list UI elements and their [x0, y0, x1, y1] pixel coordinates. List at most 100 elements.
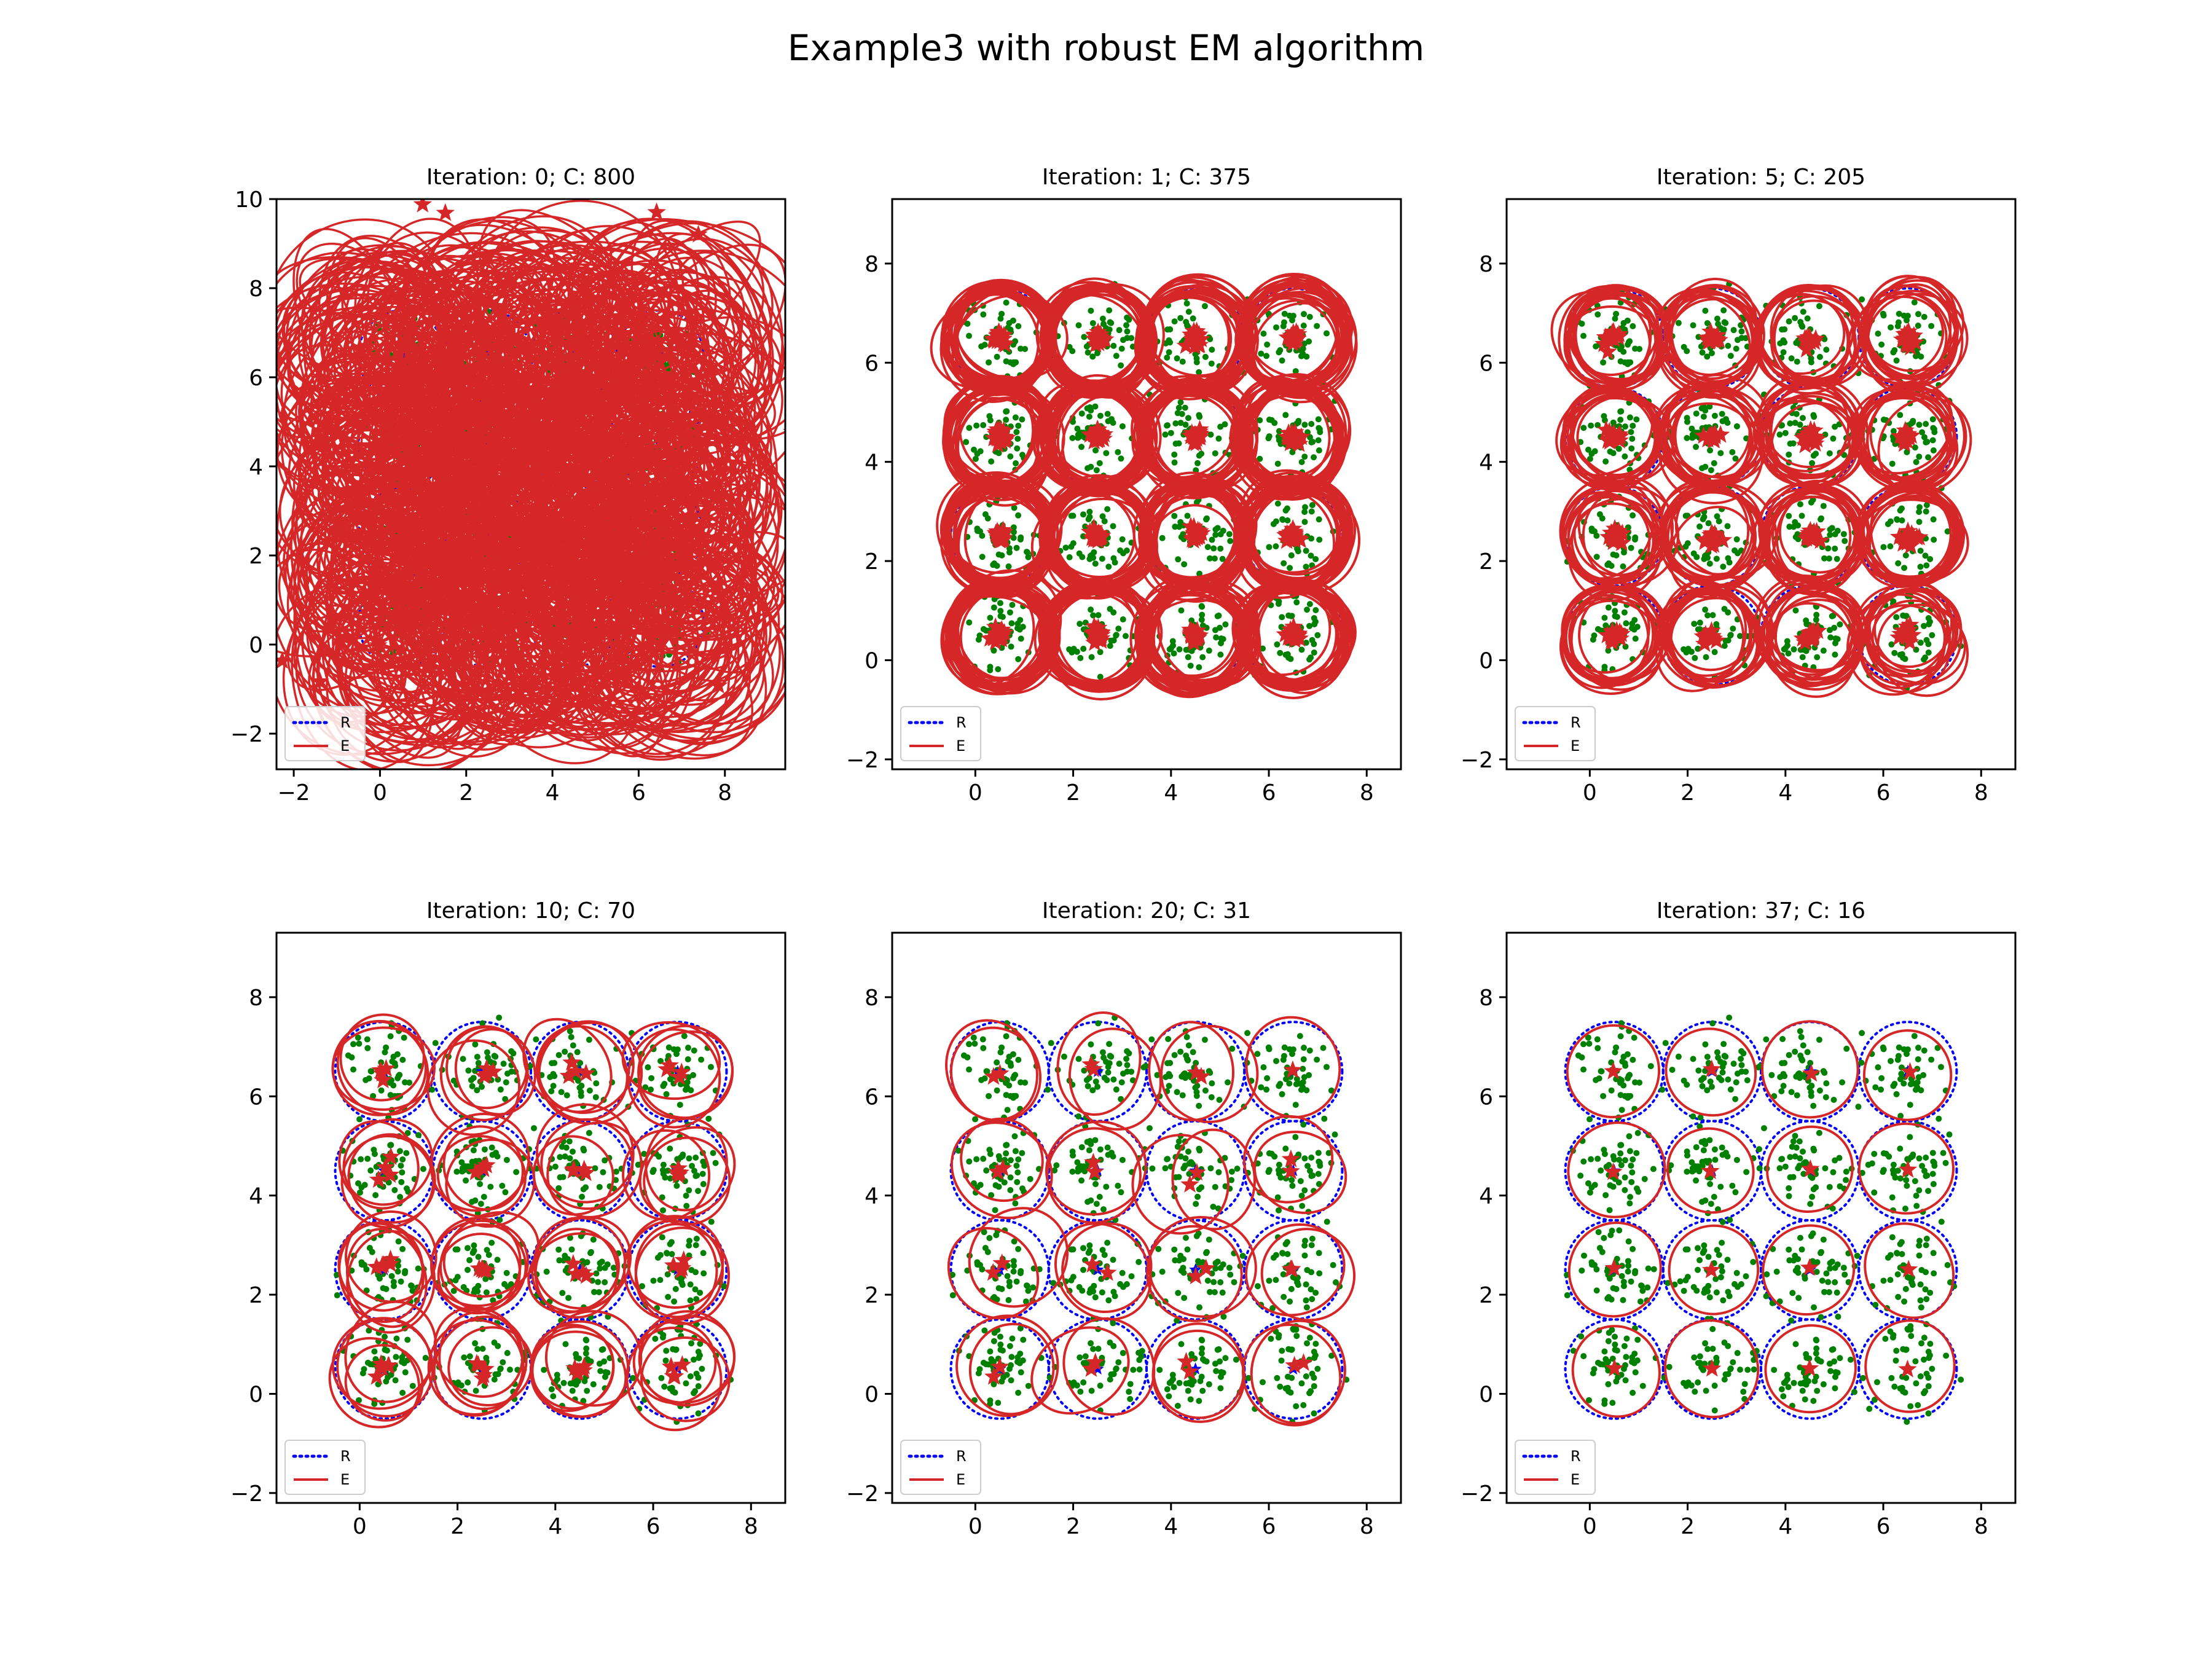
data-point: [1711, 460, 1717, 466]
x-tick-label: 4: [1164, 780, 1178, 806]
data-point: [1286, 312, 1293, 319]
estimate-center: [1088, 420, 1107, 438]
data-point: [1281, 310, 1288, 317]
data-point: [1099, 513, 1106, 520]
estimate-ellipse: [1670, 390, 1762, 486]
data-point: [1923, 562, 1930, 569]
data-point: [1193, 499, 1200, 506]
data-point: [593, 1270, 600, 1277]
estimate-ellipse: [1770, 401, 1860, 489]
data-point: [580, 1398, 587, 1405]
data-point: [1834, 636, 1841, 643]
estimate-ellipse: [1656, 296, 1759, 398]
data-point: [1625, 339, 1632, 345]
data-point: [550, 1393, 557, 1400]
data-point: [1720, 326, 1727, 333]
y-tick-label: 8: [1479, 252, 1493, 277]
estimate-center: [1889, 627, 1908, 646]
data-point: [1277, 347, 1284, 354]
data-point: [1217, 531, 1224, 538]
data-point: [1201, 303, 1208, 310]
data-point: [1212, 450, 1218, 457]
estimate-ellipse: [943, 396, 1053, 501]
data-point: [1088, 606, 1094, 613]
data-point: [1800, 308, 1806, 315]
data-point: [966, 619, 973, 626]
subplot-title: Iteration: 10; C: 70: [426, 898, 635, 924]
data-point: [485, 1252, 492, 1258]
estimate-ellipse: [1762, 491, 1852, 582]
data-point: [1891, 347, 1898, 354]
estimate-center: [579, 388, 598, 407]
data-point: [1172, 524, 1179, 530]
estimate-center: [332, 376, 352, 394]
data-point: [595, 1289, 602, 1296]
estimate-center: [350, 339, 369, 357]
data-point: [1631, 626, 1637, 633]
data-point: [1124, 328, 1131, 335]
data-point: [977, 528, 984, 535]
estimate-ellipse: [1778, 490, 1861, 574]
estimate-center: [1600, 422, 1619, 440]
data-point: [1711, 412, 1718, 419]
estimate-center: [1794, 428, 1813, 446]
data-point: [981, 342, 988, 348]
data-point: [1724, 523, 1731, 530]
data-point: [382, 1346, 388, 1353]
data-point: [1086, 514, 1093, 520]
data-point: [692, 1388, 699, 1395]
data-point: [1209, 347, 1215, 353]
data-point: [1621, 609, 1628, 616]
data-point: [1827, 634, 1834, 641]
data-point: [1259, 645, 1266, 652]
estimate-center: [641, 554, 661, 573]
data-point: [1185, 308, 1192, 315]
data-point: [1258, 350, 1265, 357]
data-point: [987, 664, 994, 670]
data-point: [1878, 341, 1885, 348]
data-point: [1013, 460, 1019, 466]
estimate-center: [364, 559, 383, 578]
subplot-title: Iteration: 5; C: 205: [1657, 165, 1865, 190]
data-point: [1312, 555, 1319, 562]
data-point: [1827, 526, 1834, 533]
data-point: [584, 1259, 590, 1266]
estimate-ellipse: [946, 484, 1054, 586]
data-point: [454, 1274, 461, 1281]
data-point: [1219, 555, 1226, 562]
estimate-ellipse: [281, 284, 413, 418]
data-point: [1214, 613, 1221, 619]
data-point: [1624, 317, 1631, 324]
estimate-ellipse: [1234, 292, 1341, 388]
data-point: [1792, 607, 1799, 614]
data-point: [1702, 606, 1709, 613]
data-point: [1722, 637, 1729, 644]
data-point: [1215, 435, 1222, 442]
data-point: [1108, 637, 1115, 644]
data-point: [1124, 335, 1131, 342]
data-point: [1113, 632, 1120, 639]
data-point: [1162, 431, 1169, 438]
data-point: [1108, 320, 1115, 326]
data-point: [610, 1265, 617, 1271]
data-point: [1880, 544, 1887, 551]
data-point: [1193, 359, 1200, 366]
legend-box: [1515, 706, 1596, 761]
data-point: [491, 1376, 498, 1383]
estimate-center: [981, 629, 1000, 647]
data-point: [1610, 551, 1617, 558]
data-point: [1303, 547, 1309, 554]
data-point: [471, 1247, 477, 1254]
estimate-center: [1287, 429, 1306, 448]
data-point: [565, 1295, 572, 1301]
data-point: [997, 613, 1004, 619]
data-point: [1257, 417, 1263, 423]
estimate-center: [1700, 428, 1719, 446]
data-point: [1736, 633, 1743, 640]
data-point: [1622, 453, 1628, 460]
estimate-ellipse: [604, 326, 785, 441]
data-point: [1798, 512, 1805, 519]
estimate-center: [337, 627, 356, 645]
legend-label: R: [340, 714, 351, 731]
data-point: [1095, 612, 1102, 619]
